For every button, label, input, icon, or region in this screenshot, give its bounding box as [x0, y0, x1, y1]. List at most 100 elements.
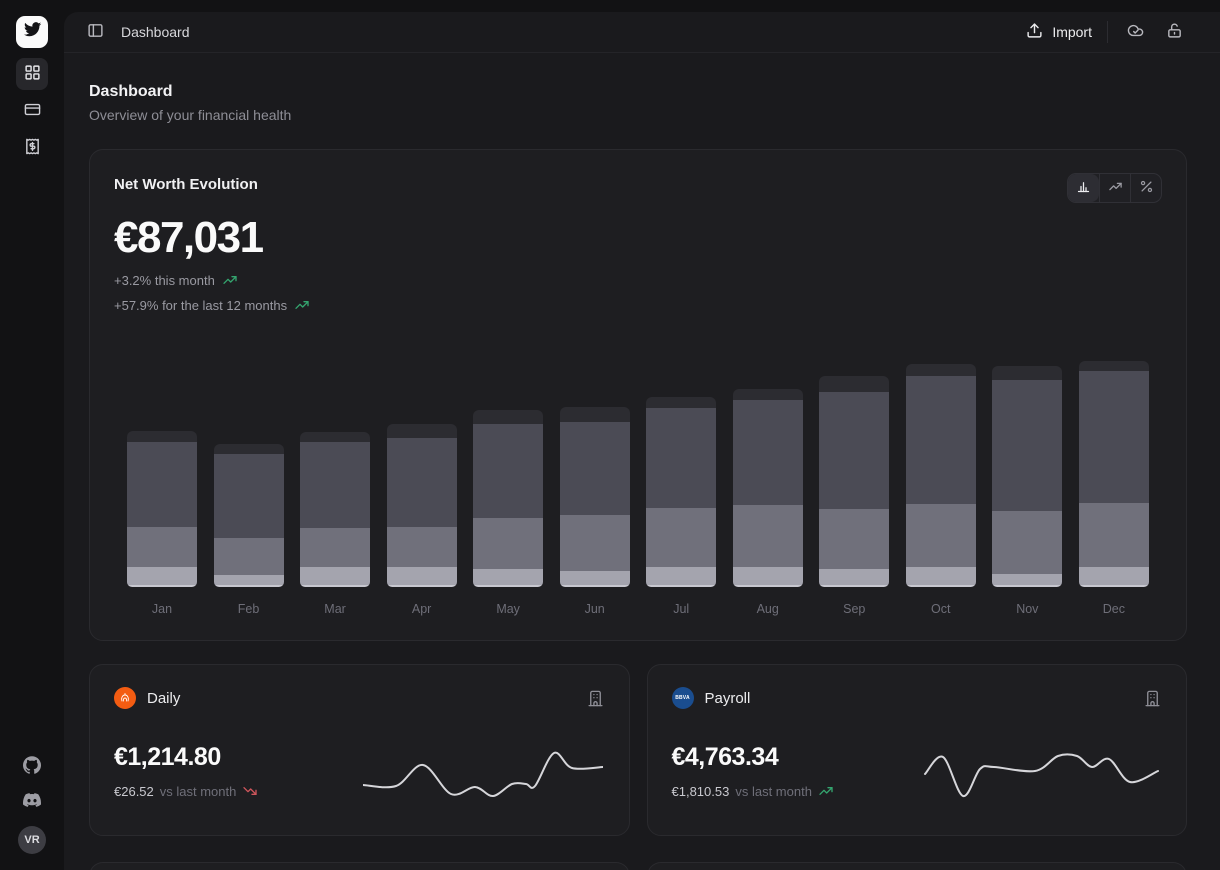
- bar-jul[interactable]: [646, 397, 717, 587]
- sidebar-nav: [16, 58, 48, 164]
- percent-icon: [1139, 179, 1154, 197]
- bar-base-edge: [1078, 585, 1149, 587]
- layer-4-top-cap: [127, 431, 197, 443]
- layer-2-mid-gray: [1078, 503, 1149, 567]
- trending-up-icon: [1108, 179, 1123, 197]
- sidebar-item-dashboard[interactable]: [16, 58, 48, 90]
- account-name: Payroll: [704, 689, 751, 707]
- bar-base-edge: [819, 585, 890, 587]
- layer-4-top-cap: [559, 406, 630, 423]
- topbar: Dashboard Import: [64, 12, 1220, 53]
- bar-base-edge: [905, 585, 976, 587]
- layer-1-bottom-light: [1078, 566, 1149, 585]
- cloud-check-icon: [1127, 22, 1144, 42]
- bar-feb[interactable]: [213, 443, 284, 587]
- bbva-icon: BBVA: [671, 687, 694, 709]
- account-balance: €1,214.80: [114, 743, 221, 771]
- layer-1-bottom-light: [559, 570, 630, 585]
- sidebar-item-transactions[interactable]: [16, 132, 48, 164]
- account-delta: €26.52 vs last month: [114, 783, 605, 799]
- view-chart-column-button[interactable]: [1068, 174, 1099, 202]
- layer-2-mid-gray: [732, 505, 803, 567]
- sidebar-item-accounts[interactable]: [16, 95, 48, 127]
- receipt-icon: [24, 138, 41, 158]
- main-panel: Dashboard Import Dashboard Overview of y…: [64, 12, 1220, 870]
- delta-value: €26.52: [114, 783, 154, 799]
- chart-view-switcher: [1067, 173, 1162, 203]
- layer-4-top-cap: [732, 388, 803, 400]
- layer-1-bottom-light: [213, 574, 284, 585]
- account-cards-row: Daily €1,214.80 €26.52 vs last month BBV…: [89, 664, 1187, 836]
- daily-sparkline: [362, 751, 603, 797]
- x-tick-dec: Dec: [1102, 602, 1125, 616]
- bar-base-edge: [559, 585, 630, 587]
- trending-down-icon: [242, 783, 258, 799]
- discord-link[interactable]: [22, 791, 42, 809]
- sidebar-footer: VR: [18, 756, 46, 854]
- layer-3-dark-gray: [646, 408, 717, 509]
- layer-2-mid-gray: [559, 515, 630, 571]
- trending-up-icon: [818, 783, 834, 799]
- layer-3-dark-gray: [300, 442, 371, 529]
- payroll-sparkline: [924, 753, 1159, 797]
- layer-1-bottom-light: [732, 566, 803, 585]
- change-year-text: +57.9% for the last 12 months: [114, 297, 288, 313]
- layer-4-top-cap: [992, 365, 1063, 380]
- partial-card[interactable]: [89, 862, 630, 870]
- layer-4-top-cap: [646, 397, 717, 409]
- bar-oct[interactable]: [905, 363, 976, 587]
- x-tick-jan: Jan: [151, 602, 173, 616]
- bar-jun[interactable]: [559, 406, 630, 587]
- import-button[interactable]: Import: [1026, 22, 1092, 42]
- bar-base-edge: [300, 585, 371, 587]
- sync-status-button[interactable]: [1123, 20, 1147, 44]
- sidebar-toggle-button[interactable]: [83, 20, 107, 44]
- layer-4-top-cap: [1078, 360, 1149, 371]
- change-month-text: +3.2% this month: [114, 272, 215, 288]
- bird-logo-icon: [23, 20, 42, 44]
- view-percent-button[interactable]: [1130, 174, 1161, 202]
- account-card-payroll[interactable]: BBVA Payroll €4,763.34 €1,810.53 vs last…: [646, 664, 1187, 836]
- bar-mar[interactable]: [300, 432, 371, 587]
- partial-card[interactable]: [646, 862, 1187, 870]
- app-logo[interactable]: [16, 16, 48, 48]
- bar-base-edge: [732, 585, 803, 587]
- bar-base-edge: [386, 585, 457, 587]
- layer-3-dark-gray: [559, 422, 630, 516]
- github-icon: [23, 756, 41, 777]
- net-worth-card: Net Worth Evolution €87,031 +3.2% this m…: [89, 149, 1187, 641]
- layer-4-top-cap: [473, 410, 544, 425]
- bar-jan[interactable]: [127, 431, 197, 587]
- layer-4-top-cap: [386, 424, 457, 438]
- lock-button[interactable]: [1162, 20, 1186, 44]
- layout-grid-icon: [24, 64, 41, 84]
- layer-3-dark-gray: [1078, 370, 1149, 504]
- bar-base-edge: [992, 585, 1063, 587]
- bank-icon: [1143, 689, 1162, 708]
- net-worth-title: Net Worth Evolution: [114, 176, 258, 193]
- account-card-daily[interactable]: Daily €1,214.80 €26.52 vs last month: [89, 664, 630, 836]
- layer-1-bottom-light: [386, 566, 457, 585]
- github-link[interactable]: [23, 756, 41, 774]
- layer-1-bottom-light: [905, 566, 976, 585]
- layer-3-dark-gray: [992, 379, 1063, 512]
- layer-2-mid-gray: [213, 537, 284, 575]
- bar-aug[interactable]: [732, 388, 803, 587]
- account-name: Daily: [147, 689, 181, 707]
- bank-icon: [586, 689, 605, 708]
- view-trend-button[interactable]: [1099, 174, 1130, 202]
- bbva-label: BBVA: [675, 695, 690, 701]
- page-title: Dashboard: [89, 83, 173, 100]
- bar-sep[interactable]: [819, 375, 890, 587]
- layer-3-dark-gray: [905, 375, 976, 505]
- bar-nov[interactable]: [992, 365, 1063, 587]
- layer-3-dark-gray: [213, 453, 284, 538]
- x-tick-nov: Nov: [1016, 602, 1039, 616]
- bar-apr[interactable]: [386, 424, 457, 587]
- delta-label: vs last month: [159, 783, 237, 799]
- avatar[interactable]: VR: [18, 826, 46, 854]
- credit-card-icon: [24, 101, 41, 121]
- bar-dec[interactable]: [1078, 360, 1149, 587]
- layer-4-top-cap: [300, 432, 371, 443]
- bar-may[interactable]: [473, 410, 544, 587]
